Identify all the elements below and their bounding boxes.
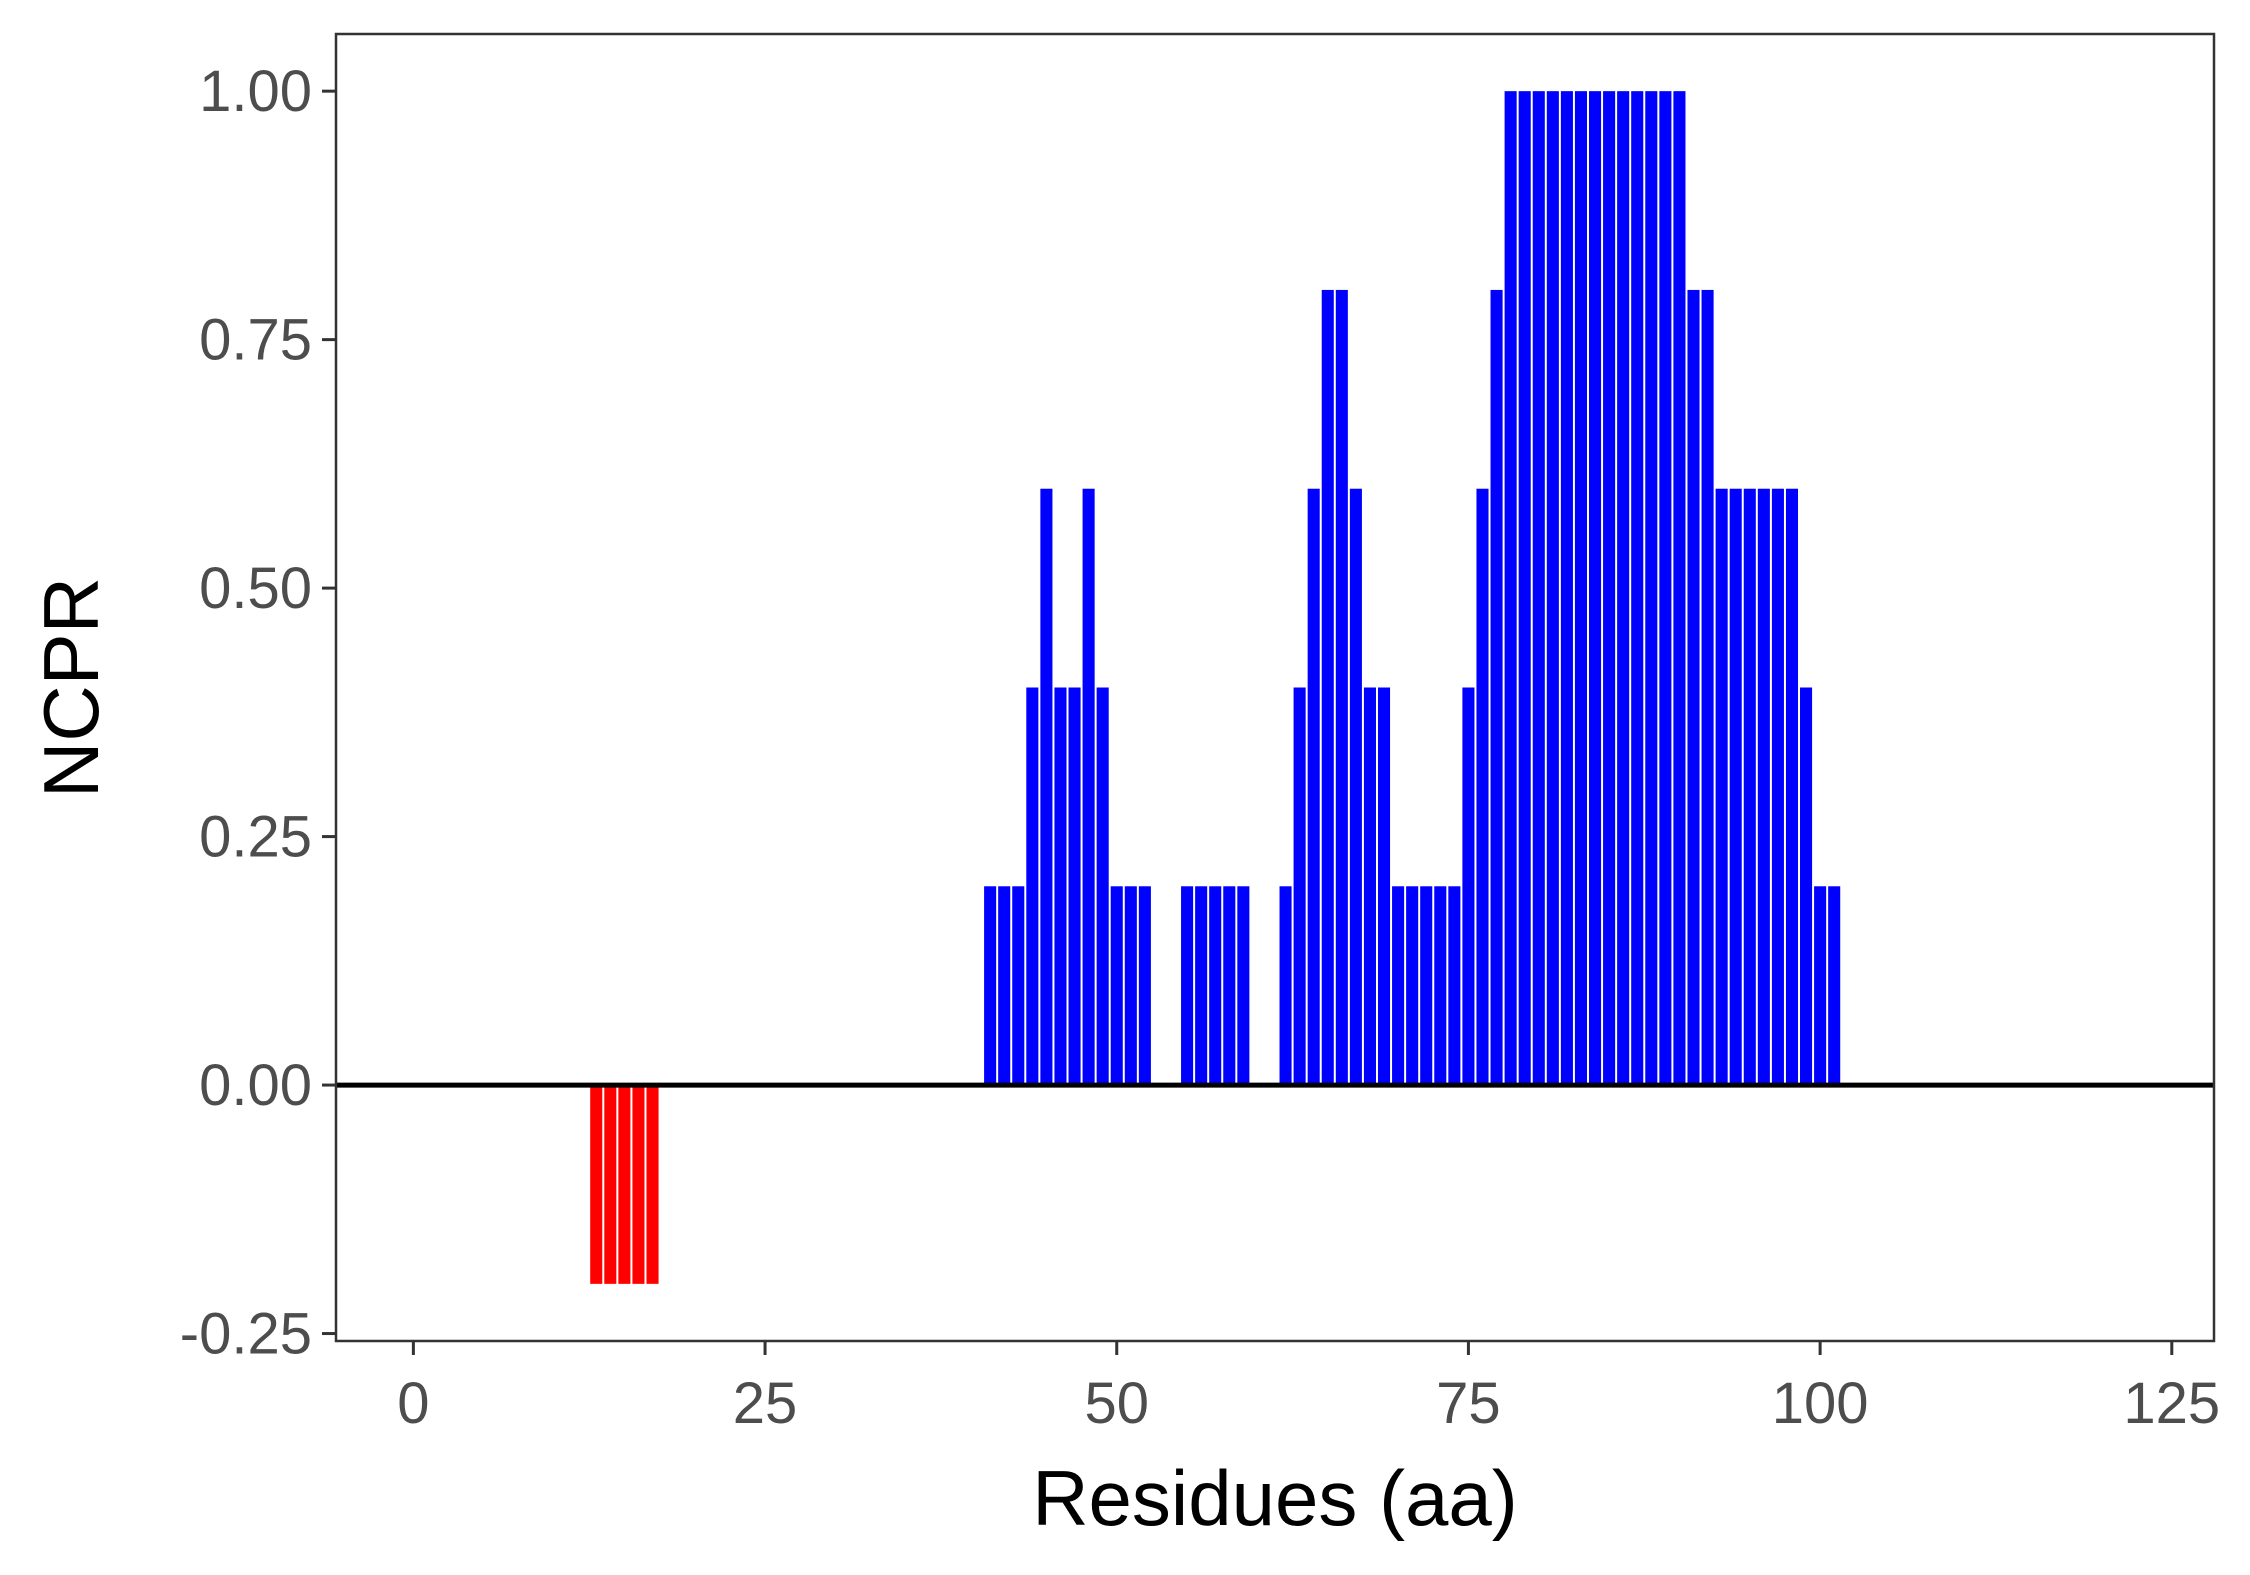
x-tick-label: 0 bbox=[397, 1371, 429, 1436]
bar-residue-99 bbox=[1800, 687, 1813, 1086]
bar-residue-96 bbox=[1757, 488, 1770, 1086]
bar-residue-69 bbox=[1377, 687, 1391, 1086]
bar-residue-85 bbox=[1603, 91, 1616, 1086]
y-tick-label: 0.00 bbox=[199, 1053, 312, 1118]
bar-residue-16 bbox=[632, 1085, 645, 1284]
bar-residue-73 bbox=[1434, 886, 1447, 1086]
bar-residue-81 bbox=[1546, 91, 1559, 1086]
bar-residue-88 bbox=[1645, 91, 1658, 1086]
bar-residue-48 bbox=[1082, 488, 1095, 1086]
bar-residue-98 bbox=[1785, 488, 1799, 1086]
y-axis: -0.25 0.00 0.25 0.50 0.75 1.00 bbox=[180, 59, 336, 1367]
bar-residue-94 bbox=[1729, 488, 1742, 1086]
x-tick-label: 100 bbox=[1772, 1371, 1869, 1436]
bar-residue-89 bbox=[1659, 91, 1672, 1086]
bar-residue-44 bbox=[1026, 687, 1039, 1086]
bar-residue-77 bbox=[1490, 289, 1503, 1086]
bar-residue-49 bbox=[1096, 687, 1109, 1086]
bar-residue-80 bbox=[1532, 91, 1545, 1086]
bar-residue-92 bbox=[1701, 289, 1714, 1086]
x-tick-label: 25 bbox=[733, 1371, 798, 1436]
bar-residue-84 bbox=[1589, 91, 1602, 1086]
bar-residue-52 bbox=[1138, 886, 1151, 1086]
y-tick-label: 1.00 bbox=[199, 59, 312, 124]
bar-residue-70 bbox=[1392, 886, 1405, 1086]
bar-residue-101 bbox=[1828, 886, 1841, 1086]
bar-residue-45 bbox=[1040, 488, 1053, 1086]
bar-residue-15 bbox=[618, 1085, 631, 1284]
bar-residue-46 bbox=[1054, 687, 1067, 1086]
bar-residue-68 bbox=[1363, 687, 1376, 1086]
bar-residue-97 bbox=[1771, 488, 1784, 1086]
bar-residue-64 bbox=[1307, 488, 1320, 1086]
bar-residue-78 bbox=[1504, 91, 1517, 1086]
bar-residue-51 bbox=[1124, 886, 1137, 1086]
bar-residue-74 bbox=[1448, 886, 1461, 1086]
x-axis-title: Residues (aa) bbox=[1032, 1454, 1518, 1542]
bar-residue-82 bbox=[1560, 91, 1573, 1086]
bar-residue-42 bbox=[998, 886, 1011, 1086]
bar-residue-50 bbox=[1110, 886, 1123, 1086]
y-tick-label: 0.75 bbox=[199, 308, 312, 373]
bar-residue-59 bbox=[1237, 886, 1250, 1086]
bar-residue-90 bbox=[1673, 91, 1686, 1086]
x-tick-label: 50 bbox=[1084, 1371, 1149, 1436]
bar-residue-95 bbox=[1743, 488, 1756, 1086]
panel-border bbox=[334, 32, 2216, 1343]
y-tick-label: 0.50 bbox=[199, 556, 312, 621]
bar-residue-57 bbox=[1209, 886, 1222, 1086]
bar-residue-63 bbox=[1293, 687, 1306, 1086]
y-axis-title: NCPR bbox=[27, 577, 115, 798]
bars-layer bbox=[590, 91, 1841, 1284]
bar-residue-76 bbox=[1476, 488, 1489, 1086]
bar-residue-91 bbox=[1687, 289, 1700, 1086]
bar-residue-87 bbox=[1631, 91, 1644, 1086]
bar-residue-13 bbox=[590, 1085, 603, 1284]
bar-residue-47 bbox=[1068, 687, 1081, 1086]
x-tick-label: 125 bbox=[2123, 1371, 2220, 1436]
y-tick-label: -0.25 bbox=[180, 1302, 312, 1367]
bar-residue-67 bbox=[1349, 488, 1362, 1086]
bar-residue-65 bbox=[1321, 289, 1334, 1086]
bar-residue-83 bbox=[1574, 91, 1587, 1086]
bar-residue-43 bbox=[1012, 886, 1025, 1086]
x-axis: 0 25 50 75 100 125 bbox=[397, 1341, 2220, 1436]
bar-residue-86 bbox=[1617, 91, 1630, 1086]
bar-residue-93 bbox=[1715, 488, 1728, 1086]
bar-residue-62 bbox=[1279, 886, 1292, 1086]
bar-residue-41 bbox=[984, 886, 997, 1086]
bar-residue-75 bbox=[1462, 687, 1475, 1086]
y-tick-label: 0.25 bbox=[199, 805, 312, 870]
bar-residue-100 bbox=[1814, 886, 1827, 1086]
x-tick-label: 75 bbox=[1436, 1371, 1501, 1436]
bar-residue-66 bbox=[1335, 289, 1348, 1086]
bar-residue-71 bbox=[1406, 886, 1419, 1086]
bar-residue-56 bbox=[1195, 886, 1208, 1086]
bar-residue-79 bbox=[1518, 91, 1531, 1086]
bar-residue-58 bbox=[1223, 886, 1236, 1086]
bar-residue-17 bbox=[646, 1085, 659, 1284]
bar-residue-14 bbox=[604, 1085, 617, 1284]
bar-residue-55 bbox=[1181, 886, 1194, 1086]
bar-residue-72 bbox=[1420, 886, 1433, 1086]
